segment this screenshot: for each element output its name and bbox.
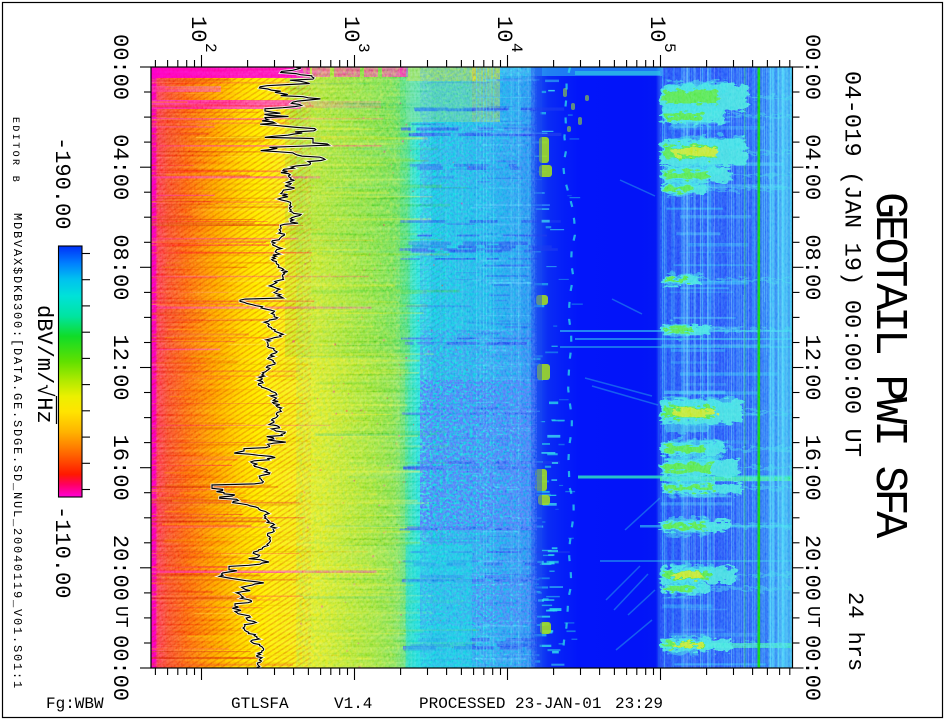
svg-text:16:00: 16:00	[107, 435, 132, 501]
svg-text:00:00: 00:00	[107, 635, 132, 701]
svg-text:00:00: 00:00	[107, 34, 132, 100]
svg-text:12:00: 12:00	[799, 335, 824, 401]
svg-text:MDBVAX$DKB300:[DATA.GE.SDGE.SD: MDBVAX$DKB300:[DATA.GE.SDGE.SD_NUL_20040…	[10, 213, 24, 690]
svg-text:00:00: 00:00	[799, 34, 824, 100]
svg-text:dBV/m/: dBV/m/	[31, 305, 56, 384]
svg-text:24 hrs: 24 hrs	[842, 592, 867, 671]
svg-text:04:00: 04:00	[107, 134, 132, 200]
svg-text:16:00: 16:00	[799, 435, 824, 501]
svg-text:EDITOR B: EDITOR B	[9, 117, 20, 184]
svg-text:UT: UT	[802, 606, 822, 628]
svg-text:20:00: 20:00	[799, 535, 824, 601]
svg-text:-190.00: -190.00	[49, 137, 74, 229]
svg-text:√Hz: √Hz	[31, 384, 56, 424]
svg-text:12:00: 12:00	[107, 335, 132, 401]
svg-text:20:00: 20:00	[107, 535, 132, 601]
svg-text:-110.00: -110.00	[49, 506, 74, 598]
svg-text:5: 5	[660, 43, 678, 53]
svg-text:08:00: 08:00	[107, 234, 132, 300]
svg-text:3: 3	[354, 43, 372, 53]
svg-text:4: 4	[507, 43, 525, 53]
svg-text:10: 10	[491, 16, 516, 42]
svg-text:Fg:WBW: Fg:WBW	[46, 695, 104, 713]
svg-text:10: 10	[644, 16, 669, 42]
svg-text:PROCESSED 23-JAN-01: PROCESSED 23-JAN-01	[419, 695, 601, 713]
svg-text:GEOTAIL PWI SFA: GEOTAIL PWI SFA	[863, 192, 914, 538]
svg-text:10: 10	[185, 16, 210, 42]
svg-text:23:29: 23:29	[615, 695, 663, 713]
svg-text:08:00: 08:00	[799, 234, 824, 300]
svg-text:V1.4: V1.4	[334, 695, 372, 713]
svg-text:2: 2	[201, 43, 219, 53]
svg-text:00:00: 00:00	[799, 635, 824, 701]
svg-text:UT: UT	[110, 606, 130, 628]
svg-text:10: 10	[338, 16, 363, 42]
svg-text:04:00: 04:00	[799, 134, 824, 200]
svg-text:04-019 (JAN 19) 00:00:00 UT: 04-019 (JAN 19) 00:00:00 UT	[838, 71, 865, 457]
svg-text:GTLSFA: GTLSFA	[231, 695, 289, 713]
